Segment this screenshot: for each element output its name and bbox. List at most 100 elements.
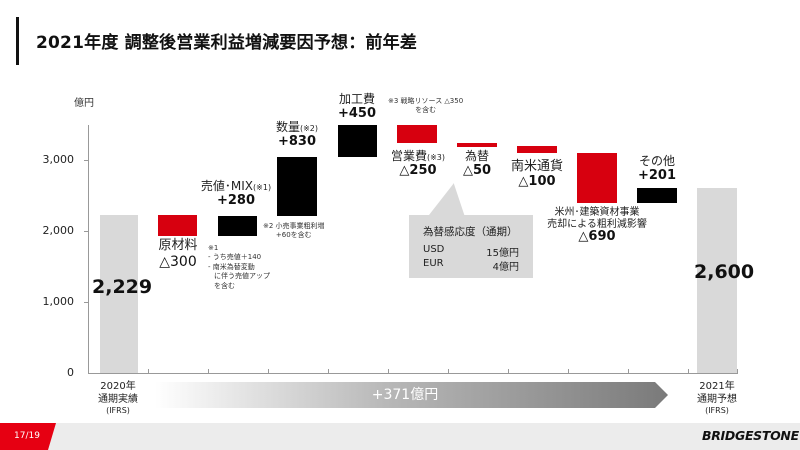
category-line: 2020年	[100, 381, 136, 392]
label-name: 売却による粗利減影響	[547, 218, 647, 230]
label-value: △300	[159, 253, 197, 270]
total-change-label: +371億円	[371, 387, 439, 403]
label-value: △50	[462, 162, 492, 178]
note-1-line: - 南米為替変動	[208, 262, 255, 271]
x-tick-mark	[328, 369, 329, 373]
total-change-arrow	[155, 382, 668, 408]
y-tick-mark	[84, 302, 88, 303]
category-line: 2021年	[699, 381, 735, 392]
page-badge	[0, 423, 56, 450]
title-accent-bar	[16, 17, 19, 65]
label-latam-currency: 南米通貨 △100	[502, 159, 572, 190]
bridgestone-logo: BRIDGESTONE	[702, 428, 799, 443]
fx-sensitivity-title: 為替感応度（通期）	[423, 226, 518, 238]
category-2021: 2021年 通期予想 (IFRS)	[687, 380, 747, 416]
category-line: (IFRS)	[705, 406, 729, 415]
note-3-line: ※3 戦略リソース △350	[388, 97, 464, 105]
bar-volume	[277, 157, 317, 216]
label-divestiture: 米州･建築資材事業 売却による粗利減影響 △690	[547, 207, 647, 245]
x-tick-mark	[628, 369, 629, 373]
note-3-line: を含む	[415, 106, 437, 115]
note-ref: (※2)	[299, 124, 319, 133]
fx-amount: 15億円	[486, 248, 519, 259]
page-title: 2021年度 調整後営業利益増減要因予想：前年差	[36, 33, 418, 53]
note-2-line: +60を含む	[275, 231, 312, 240]
category-line: 通期実績	[98, 394, 138, 405]
y-tick-1000: 1,000	[42, 295, 75, 308]
bar-sga	[397, 125, 437, 143]
fx-row-eur: EUR 4億円	[423, 258, 519, 273]
page-number: 17/19	[14, 431, 40, 441]
note-ref: (※1)	[253, 183, 272, 192]
fx-amount: 4億円	[492, 262, 519, 273]
note-1-line: に伴う売値アップ	[214, 272, 270, 281]
bar-latam-currency	[517, 146, 557, 153]
note-2: ※2 小売事業粗利増 +60を含む	[263, 222, 325, 241]
x-tick-mark	[208, 369, 209, 373]
label-name: 数量	[275, 120, 300, 134]
label-value: +830	[277, 133, 317, 149]
label-name: その他	[638, 154, 675, 168]
y-tick-3000: 3,000	[42, 153, 75, 166]
note-ref: (※3)	[426, 153, 446, 162]
bar-2021-forecast	[697, 188, 737, 373]
fx-currency: EUR	[423, 258, 444, 269]
label-name: 為替	[464, 149, 489, 163]
x-tick-mark	[568, 369, 569, 373]
x-axis-line	[88, 373, 738, 374]
y-axis-line	[88, 125, 89, 374]
label-raw-materials: 原材料 △300	[150, 238, 206, 270]
footer-bar	[0, 423, 800, 450]
bar-processing-cost	[338, 125, 377, 157]
x-tick-mark	[737, 369, 738, 373]
note-1-title: ※1	[208, 244, 219, 252]
label-value: +280	[216, 192, 256, 208]
bar-raw-materials	[158, 215, 197, 236]
note-2-line: ※2 小売事業粗利増	[263, 222, 325, 230]
note-1: ※1 - うち売値＋140 - 南米為替変動 に伴う売値アップ を含む	[208, 244, 270, 291]
label-name: 南米通貨	[510, 159, 563, 174]
y-tick-2000: 2,000	[42, 224, 75, 237]
label-value: +201	[637, 167, 677, 183]
note-1-line: - うち売値＋140	[208, 253, 262, 262]
category-line: (IFRS)	[106, 406, 130, 415]
label-value: △250	[399, 162, 437, 178]
category-line: 通期予想	[697, 394, 737, 405]
category-2020: 2020年 通期実績 (IFRS)	[88, 380, 148, 416]
label-sga: 営業費(※3) △250	[383, 149, 453, 179]
x-tick-mark	[388, 369, 389, 373]
note-3: ※3 戦略リソース △350 を含む	[388, 97, 463, 116]
label-volume: 数量(※2) +830	[262, 120, 332, 150]
bar-divestiture	[577, 153, 617, 203]
fx-row-usd: USD 15億円	[423, 244, 519, 259]
label-other: その他 +201	[627, 154, 687, 184]
y-tick-0: 0	[67, 366, 74, 379]
bar-price-mix	[218, 216, 257, 236]
y-tick-mark	[84, 160, 88, 161]
note-1-line: を含む	[214, 281, 235, 290]
label-name: 原材料	[158, 238, 198, 253]
x-tick-mark	[148, 369, 149, 373]
label-price-mix: 売値･MIX(※1) +280	[186, 179, 286, 209]
label-name: 売値･MIX	[200, 179, 254, 193]
label-name: 加工費	[338, 92, 375, 106]
fx-sensitivity-callout: 為替感応度（通期） USD 15億円 EUR 4億円	[409, 215, 533, 278]
x-tick-mark	[448, 369, 449, 373]
bar-2020-actual	[100, 215, 138, 373]
x-tick-mark	[508, 369, 509, 373]
label-processing-cost: 加工費 +450	[327, 92, 387, 122]
label-value: △100	[518, 173, 556, 189]
label-fx: 為替 △50	[452, 149, 502, 179]
x-tick-mark	[268, 369, 269, 373]
label-name: 米州･建築資材事業	[554, 207, 640, 218]
x-tick-mark	[688, 369, 689, 373]
callout-tail	[429, 183, 465, 217]
label-value: △690	[578, 229, 616, 244]
bar-2021-value: 2,600	[694, 261, 755, 283]
bar-2020-value: 2,229	[92, 276, 153, 298]
label-name: 営業費	[390, 149, 427, 163]
y-tick-mark	[84, 231, 88, 232]
fx-currency: USD	[423, 244, 445, 255]
y-axis-unit: 億円	[74, 98, 94, 109]
bar-other	[637, 188, 677, 203]
